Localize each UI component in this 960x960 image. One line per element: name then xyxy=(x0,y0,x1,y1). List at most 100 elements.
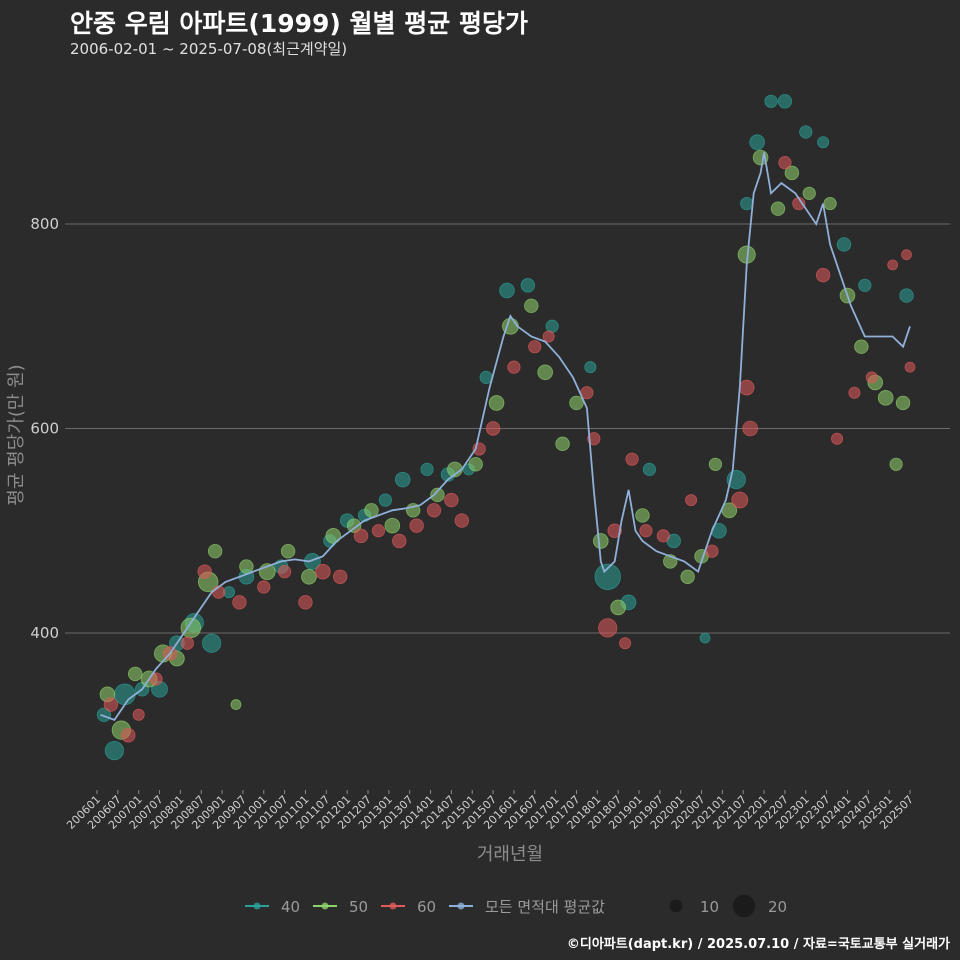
point-50 xyxy=(770,201,786,216)
point-50 xyxy=(207,544,223,559)
point-60 xyxy=(587,432,601,446)
legend-dot xyxy=(321,902,329,910)
point-60 xyxy=(426,503,442,518)
point-40 xyxy=(113,683,136,706)
point-60 xyxy=(619,637,632,650)
point-40 xyxy=(394,471,411,488)
point-60 xyxy=(815,267,831,283)
point-50 xyxy=(301,568,317,585)
point-50 xyxy=(823,196,837,211)
legend-dot xyxy=(253,902,261,910)
y-tick-label: 600 xyxy=(30,420,59,438)
legend: 40 50 60 모든 면적대 평균값 10 20 xyxy=(245,894,787,918)
point-50 xyxy=(784,165,800,181)
point-60 xyxy=(528,340,542,354)
point-50 xyxy=(430,487,445,503)
point-50 xyxy=(180,617,202,639)
point-60 xyxy=(848,386,861,399)
gridlines xyxy=(65,223,950,634)
point-50 xyxy=(280,544,296,559)
point-60 xyxy=(371,524,386,538)
point-40 xyxy=(858,278,872,292)
point-50 xyxy=(592,533,609,549)
point-40 xyxy=(899,288,914,303)
point-50 xyxy=(854,339,869,354)
point-50 xyxy=(128,666,143,682)
point-50 xyxy=(537,364,553,381)
point-60 xyxy=(257,580,271,594)
legend-size-label: 20 xyxy=(768,898,787,916)
point-40 xyxy=(520,278,536,293)
point-40 xyxy=(799,125,813,139)
point-60 xyxy=(232,595,247,610)
chart-title: 안중 우림 아파트(1999) 월별 평균 평당가 xyxy=(70,9,528,38)
point-40 xyxy=(420,462,434,476)
point-60 xyxy=(392,533,407,549)
point-40 xyxy=(642,462,657,476)
x-axis-ticks: 2006012006072007012007072008012008072009… xyxy=(64,790,916,832)
y-tick-label: 800 xyxy=(30,215,59,233)
legend-size-label: 10 xyxy=(700,898,719,916)
point-60 xyxy=(639,524,653,538)
point-60 xyxy=(742,420,758,437)
y-axis-ticks: 400 600 800 xyxy=(30,215,59,642)
point-60 xyxy=(865,371,878,384)
point-50 xyxy=(569,395,584,411)
y-axis-title: 평균 평당가(만 원) xyxy=(6,364,27,505)
legend-item-2: 50 xyxy=(313,898,368,916)
point-60 xyxy=(625,452,639,466)
point-60 xyxy=(454,513,470,528)
point-60 xyxy=(298,595,313,610)
legend-label: 60 xyxy=(417,898,436,916)
legend-item-3: 60 xyxy=(381,898,436,916)
point-60 xyxy=(409,518,424,533)
point-50 xyxy=(384,517,401,534)
point-50 xyxy=(555,436,570,452)
point-50 xyxy=(610,599,626,616)
point-40 xyxy=(740,196,754,211)
point-50 xyxy=(230,699,242,710)
point-60 xyxy=(485,421,501,436)
point-60 xyxy=(197,564,212,579)
point-60 xyxy=(887,259,899,271)
point-60 xyxy=(656,529,670,543)
point-60 xyxy=(685,494,698,507)
legend-size-dot xyxy=(732,894,756,918)
point-60 xyxy=(353,528,369,544)
legend-size-10: 10 xyxy=(669,898,719,916)
average-line xyxy=(100,152,911,721)
point-60 xyxy=(598,618,618,638)
point-60 xyxy=(444,492,459,508)
point-40 xyxy=(836,237,852,252)
legend-item-4: 모든 면적대 평균값 xyxy=(449,898,605,916)
legend-label: 50 xyxy=(349,898,368,916)
point-40 xyxy=(378,493,392,507)
point-60 xyxy=(180,636,194,650)
point-40 xyxy=(764,94,778,108)
point-60 xyxy=(132,708,145,721)
point-60 xyxy=(507,360,521,374)
point-60 xyxy=(705,544,719,558)
point-50 xyxy=(364,503,379,518)
point-60 xyxy=(103,697,119,712)
legend-dot xyxy=(457,902,465,910)
point-40 xyxy=(777,94,793,109)
y-tick-label: 400 xyxy=(30,624,59,642)
point-60 xyxy=(831,432,844,445)
point-60 xyxy=(738,379,755,396)
point-50 xyxy=(895,395,911,411)
point-60 xyxy=(333,569,348,584)
legend-label: 40 xyxy=(281,898,300,916)
point-50 xyxy=(708,457,723,471)
point-40 xyxy=(499,282,515,299)
point-60 xyxy=(542,330,555,343)
point-40 xyxy=(699,632,711,644)
source-credit: ©디아파트(dapt.kr) / 2025.07.10 / 자료=국토교통부 실… xyxy=(566,937,950,952)
point-50 xyxy=(325,528,342,544)
point-60 xyxy=(778,156,792,170)
point-40 xyxy=(202,633,222,653)
legend-item-1: 40 xyxy=(245,898,300,916)
legend-dot xyxy=(389,902,397,910)
point-50 xyxy=(488,395,505,411)
